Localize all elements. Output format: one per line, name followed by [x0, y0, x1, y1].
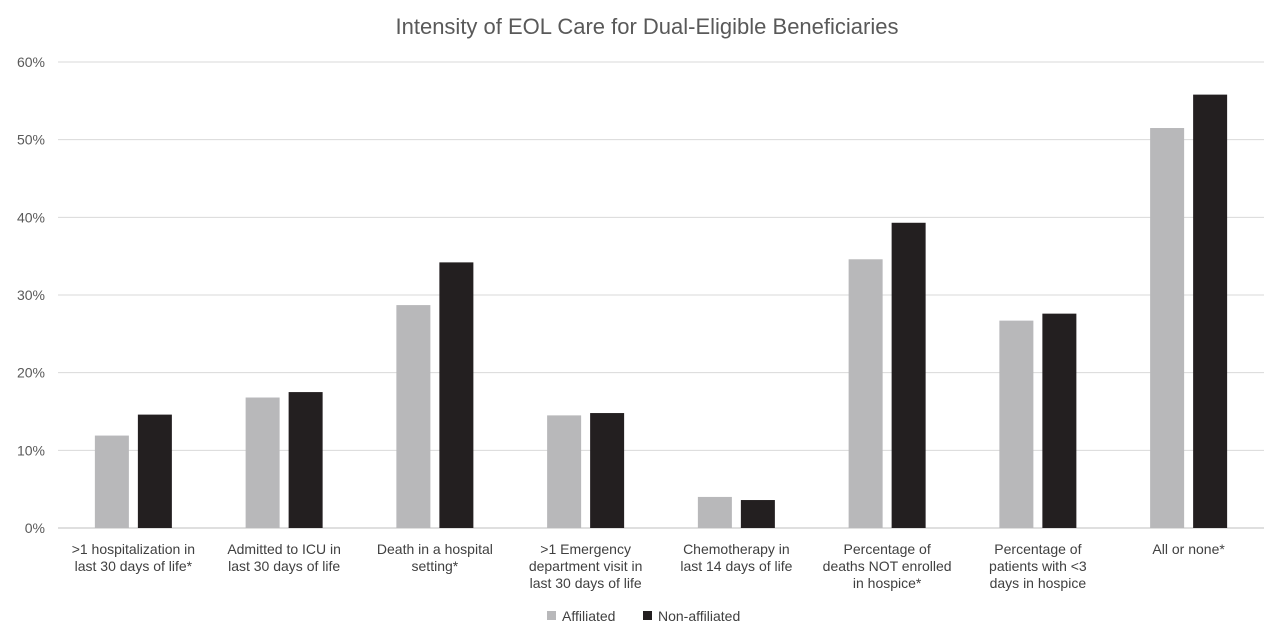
x-tick-label: Chemotherapy in last 14 days of life	[680, 541, 792, 574]
chart-title: Intensity of EOL Care for Dual-Eligible …	[396, 14, 899, 39]
bar-affiliated	[547, 415, 582, 528]
x-tick-label: Admitted to ICU in last 30 days of life	[227, 541, 341, 574]
x-axis-labels: >1 hospitalization in last 30 days of lif…	[72, 541, 1226, 591]
x-tick-label: Death in a hospital setting*	[377, 541, 493, 574]
bar-non-affiliated	[891, 222, 926, 528]
legend-swatch	[643, 611, 652, 620]
y-tick-label: 30%	[17, 287, 45, 303]
bar-non-affiliated	[740, 500, 775, 528]
bar-affiliated	[1150, 128, 1185, 528]
y-axis-ticks: 0% 10% 20% 30% 40% 50% 60%	[17, 54, 45, 536]
y-tick-label: 20%	[17, 365, 45, 381]
bar-affiliated	[999, 320, 1034, 528]
y-tick-label: 0%	[25, 520, 45, 536]
x-tick-label: Percentage of patients with <3 days in hos…	[989, 541, 1087, 591]
y-tick-label: 50%	[17, 132, 45, 148]
bar-non-affiliated	[590, 413, 625, 528]
bar-non-affiliated	[288, 392, 323, 528]
bar-affiliated	[848, 259, 883, 528]
legend-label: Non-affiliated	[658, 608, 740, 624]
bar-affiliated	[396, 305, 431, 528]
bar-affiliated	[245, 397, 280, 528]
legend: Affiliated Non-affiliated	[547, 608, 740, 624]
legend-swatch	[547, 611, 556, 620]
x-tick-label: Percentage of deaths NOT enrolled in hospi…	[823, 541, 952, 591]
bar-non-affiliated	[137, 414, 172, 528]
bar-non-affiliated	[439, 262, 474, 528]
bar-affiliated	[94, 435, 129, 528]
bar-non-affiliated	[1042, 313, 1077, 528]
x-tick-label: >1 Emergency department visit in last 30 d…	[529, 541, 643, 591]
bars	[94, 94, 1228, 529]
gridlines	[58, 61, 1264, 529]
x-tick-label: All or none*	[1152, 541, 1225, 557]
bar-non-affiliated	[1193, 94, 1228, 529]
bar-affiliated	[697, 496, 732, 528]
legend-label: Affiliated	[562, 608, 615, 624]
y-tick-label: 40%	[17, 209, 45, 225]
y-tick-label: 60%	[17, 54, 45, 70]
y-tick-label: 10%	[17, 442, 45, 458]
x-tick-label: >1 hospitalization in last 30 days of lif…	[72, 541, 195, 574]
